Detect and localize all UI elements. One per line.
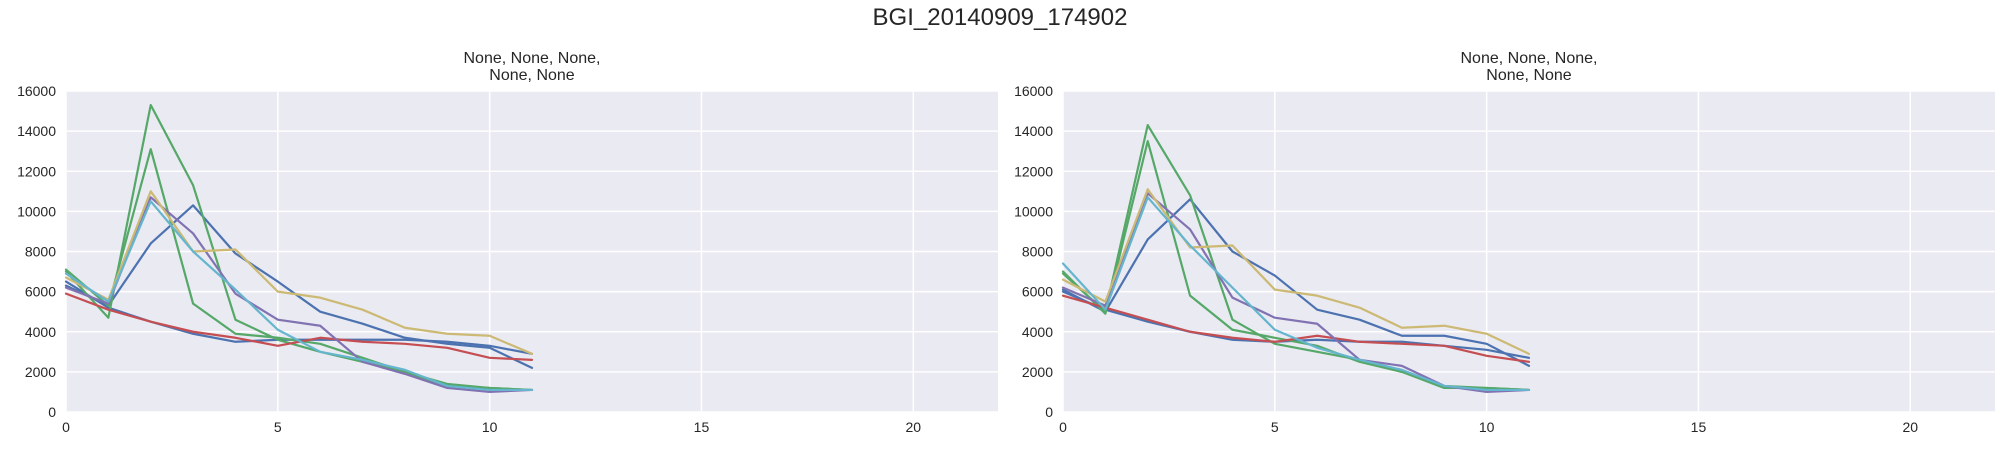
x-tick-label: 5 (274, 419, 282, 435)
subplot-2: 0 5 10 15 20 0 2000 4000 6000 8000 10000 12000 14000… (1014, 50, 1995, 435)
x-tick-label: 20 (1902, 419, 1918, 435)
y-tick-label: 4000 (1022, 324, 1053, 340)
subplot-1: 0 5 10 15 20 0 2000 4000 6000 8000 10000 12000 14000… (17, 50, 998, 435)
y-tick-label: 6000 (25, 284, 56, 300)
y-tick-label: 12000 (1014, 163, 1053, 179)
y-tick-label: 16000 (17, 83, 56, 99)
series-line-7 (64, 190, 534, 355)
series-line-8 (64, 200, 534, 392)
subplot-title-line: None, None, None, (1461, 50, 1598, 67)
x-tick-label: 20 (905, 419, 921, 435)
series-line-8 (1061, 196, 1531, 392)
figure-title: BGI_20140909_174902 (872, 4, 1128, 31)
y-tick-label: 8000 (1022, 244, 1053, 260)
series-line-3 (64, 103, 534, 392)
x-tick-label: 5 (1271, 419, 1279, 435)
x-tick-label: 0 (1059, 419, 1067, 435)
y-tick-label: 2000 (1022, 364, 1053, 380)
y-tick-label: 14000 (1014, 123, 1053, 139)
subplot-title-line: None, None (489, 67, 574, 84)
y-tick-label: 12000 (17, 163, 56, 179)
subplot-title-line: None, None (1486, 67, 1571, 84)
y-tick-label: 10000 (17, 203, 56, 219)
y-tick-label: 10000 (1014, 203, 1053, 219)
y-tick-label: 2000 (25, 364, 56, 380)
x-tick-label: 0 (62, 419, 70, 435)
subplot-title-line: None, None, None, (464, 50, 601, 67)
y-tick-label: 16000 (1014, 83, 1053, 99)
y-tick-label: 4000 (25, 324, 56, 340)
y-tick-label: 6000 (1022, 284, 1053, 300)
x-tick-label: 15 (694, 419, 710, 435)
series-line-6 (64, 196, 534, 394)
y-tick-label: 0 (48, 404, 56, 420)
series-line-7 (1061, 188, 1531, 355)
y-tick-label: 0 (1045, 404, 1053, 420)
x-tick-label: 10 (482, 419, 498, 435)
series-line-1 (64, 204, 534, 369)
y-tick-label: 8000 (25, 244, 56, 260)
x-tick-label: 15 (1691, 419, 1707, 435)
y-tick-label: 14000 (17, 123, 56, 139)
x-tick-label: 10 (1479, 419, 1495, 435)
